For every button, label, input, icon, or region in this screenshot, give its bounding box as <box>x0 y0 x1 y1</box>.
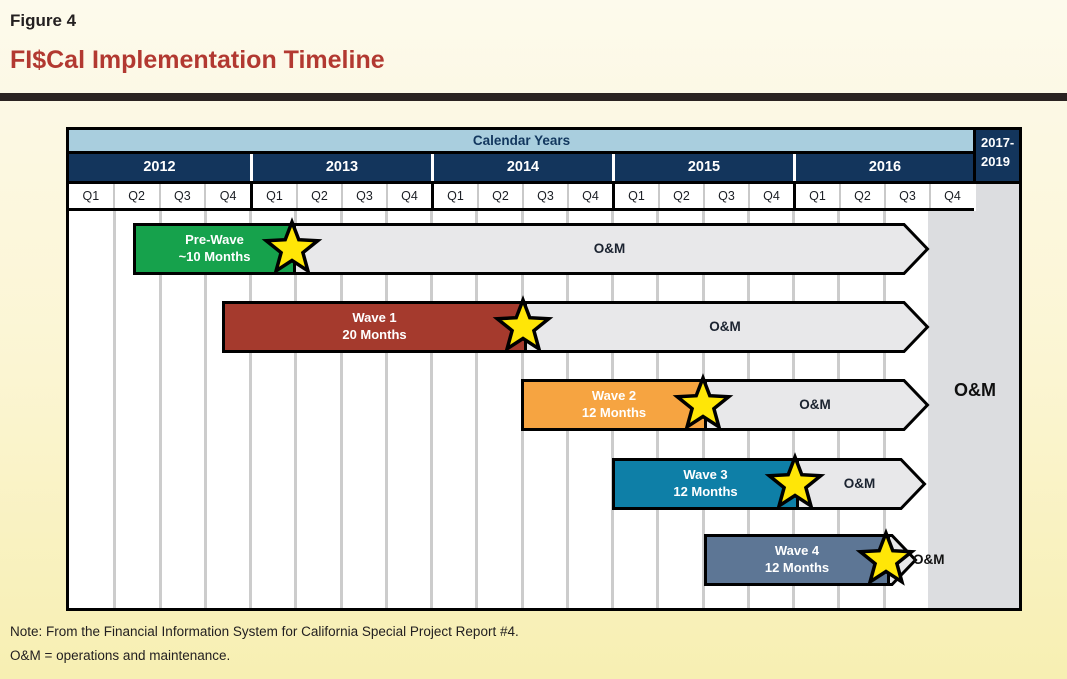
title-divider <box>0 93 1067 101</box>
year-separator <box>431 184 434 208</box>
future-om-column-upper <box>976 184 1019 608</box>
page-title: FI$Cal Implementation Timeline <box>10 46 385 74</box>
timeline-chart: Calendar Years 2012 2013 2014 2015 2016 Q1 Q2… <box>66 127 1022 611</box>
wave-name: Wave 1 <box>352 310 397 326</box>
quarter-cell-2012-Q3: Q3 <box>160 184 205 208</box>
gridline <box>385 211 388 608</box>
quarter-cell-2015-Q3: Q3 <box>705 184 748 208</box>
note-source: Note: From the Financial Information Sys… <box>10 624 519 639</box>
wave-name: Wave 2 <box>591 388 637 404</box>
pre-wave-bar: Pre-Wave ~10 Months <box>133 223 296 275</box>
quarter-cell-2013-Q3: Q3 <box>343 184 386 208</box>
quarter-cell-2014-Q1: Q1 <box>434 184 477 208</box>
milestone-star-icon <box>261 217 323 275</box>
wave-name: Wave 4 <box>774 543 820 559</box>
quarter-cell-2016-Q1: Q1 <box>796 184 839 208</box>
header-rule-2 <box>69 181 974 184</box>
year-separator <box>250 184 253 208</box>
gridline <box>159 211 162 608</box>
wave-2-bar: Wave 2 12 Months <box>521 379 707 431</box>
future-years-cell: 2017- 2019 <box>976 130 1019 181</box>
quarter-cell-2016-Q4: Q4 <box>931 184 974 208</box>
calendar-years-band: Calendar Years <box>69 130 974 151</box>
header-rule-3 <box>69 208 974 211</box>
milestone-star-icon <box>672 373 734 431</box>
figure-label: Figure 4 <box>10 11 77 30</box>
quarter-cell-2014-Q3: Q3 <box>524 184 567 208</box>
quarter-cell-2013-Q2: Q2 <box>298 184 341 208</box>
gridline <box>475 211 478 608</box>
wave-3-bar: Wave 3 12 Months <box>612 458 799 510</box>
wave-duration: 12 Months <box>581 405 647 420</box>
future-cell-separator <box>973 130 976 184</box>
wave-duration: ~10 Months <box>178 249 251 264</box>
calendar-years-label: Calendar Years <box>472 133 571 148</box>
quarter-cell-2013-Q1: Q1 <box>253 184 296 208</box>
quarter-cell-2013-Q4: Q4 <box>388 184 431 208</box>
milestone-star-icon <box>764 452 826 510</box>
future-cell-bottom-rule <box>976 181 1019 184</box>
quarter-cell-2016-Q3: Q3 <box>886 184 929 208</box>
year-header-2014: 2014 <box>434 154 612 181</box>
quarter-cell-2015-Q4: Q4 <box>750 184 793 208</box>
quarter-cell-2015-Q1: Q1 <box>615 184 658 208</box>
wave-1-bar: Wave 1 20 Months <box>222 301 527 353</box>
year-header-2015: 2015 <box>615 154 793 181</box>
year-separator <box>793 184 796 208</box>
gridline <box>340 211 343 608</box>
year-header-2013: 2013 <box>253 154 431 181</box>
quarter-cell-2014-Q4: Q4 <box>569 184 612 208</box>
future-om-column <box>928 211 976 608</box>
gridline <box>204 211 207 608</box>
future-years-line1: 2017- <box>981 135 1015 150</box>
quarter-cell-2015-Q2: Q2 <box>660 184 703 208</box>
note-om-definition: O&M = operations and maintenance. <box>10 648 231 663</box>
quarter-cell-2012-Q2: Q2 <box>114 184 159 208</box>
milestone-star-icon <box>855 528 917 586</box>
wave-name: Pre-Wave <box>185 232 244 248</box>
wave-name: Wave 3 <box>683 467 728 483</box>
quarter-cell-2012-Q4: Q4 <box>206 184 250 208</box>
header-rule-1 <box>69 151 974 154</box>
milestone-star-icon <box>492 295 554 353</box>
gridline <box>430 211 433 608</box>
wave-duration: 12 Months <box>673 484 738 499</box>
wave-duration: 12 Months <box>764 560 830 575</box>
quarter-cell-2016-Q2: Q2 <box>841 184 884 208</box>
om-label: O&M <box>843 476 876 491</box>
om-label: O&M <box>593 241 626 256</box>
gridline <box>294 211 297 608</box>
om-label: O&M <box>799 397 831 412</box>
gridline <box>113 211 116 608</box>
gridline <box>249 211 252 608</box>
wave-duration: 20 Months <box>342 327 407 342</box>
future-years-line2: 2019 <box>981 153 1010 169</box>
om-future-label: O&M <box>954 380 996 400</box>
om-label: O&M <box>709 319 741 334</box>
year-header-2012: 2012 <box>69 154 250 181</box>
year-header-2016: 2016 <box>796 154 974 181</box>
quarter-cell-2012-Q1: Q1 <box>69 184 113 208</box>
year-separator <box>612 184 615 208</box>
om-label: O&M <box>913 552 945 567</box>
quarter-cell-2014-Q2: Q2 <box>479 184 522 208</box>
